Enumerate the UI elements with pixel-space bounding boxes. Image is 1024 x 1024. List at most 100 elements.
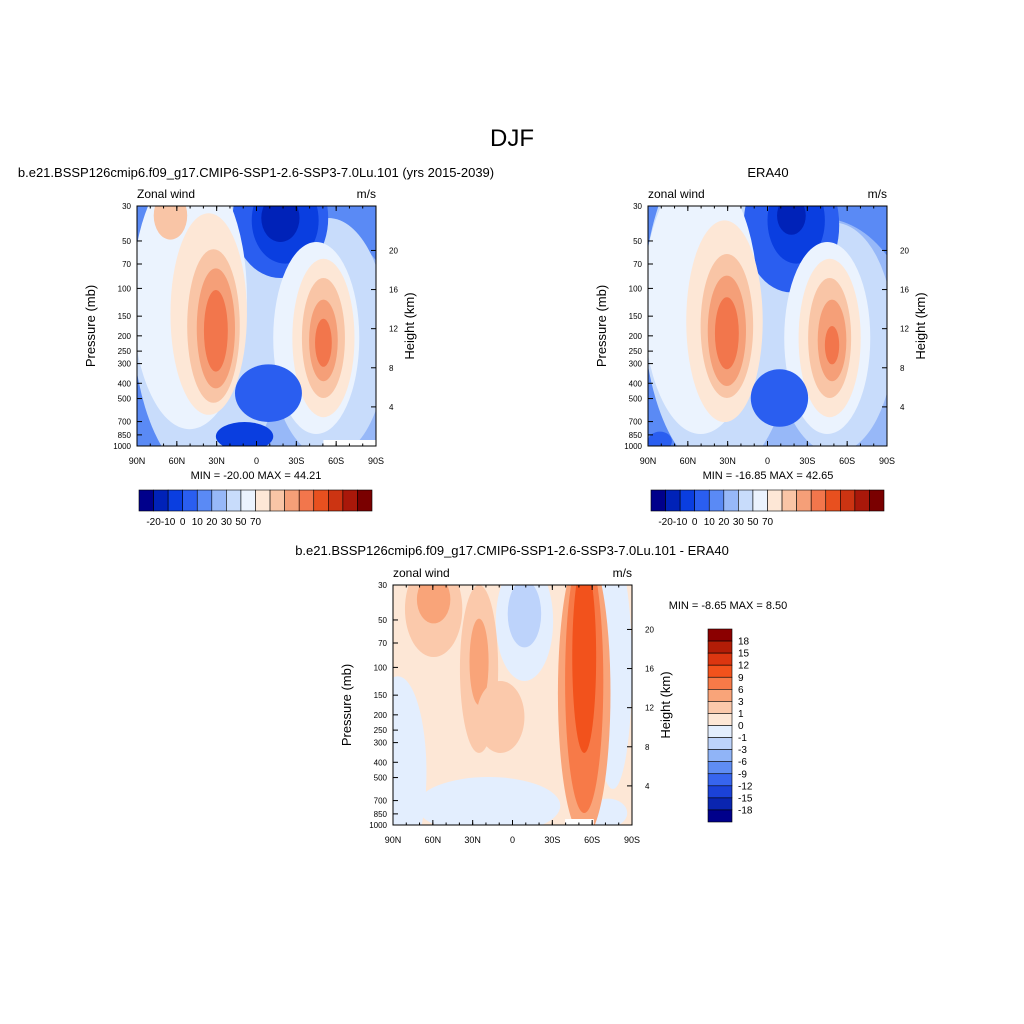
colorbar-box bbox=[707, 664, 733, 678]
colorbar-label: 50 bbox=[747, 517, 759, 528]
y2-tick-label: 12 bbox=[645, 704, 654, 713]
colorbar-box bbox=[781, 489, 797, 512]
y2-tick-label: 8 bbox=[389, 364, 394, 373]
x-tick-label: 90S bbox=[624, 835, 640, 845]
y2-tick-label: 8 bbox=[645, 743, 650, 752]
colorbar-box bbox=[357, 489, 373, 512]
y-tick-label: 400 bbox=[629, 379, 643, 388]
y-axis-label: Pressure (mb) bbox=[594, 285, 609, 367]
colorbar-label: 20 bbox=[206, 517, 218, 528]
y-tick-label: 100 bbox=[118, 284, 132, 293]
panel-title: b.e21.BSSP126cmip6.f09_g17.CMIP6-SSP1-2.… bbox=[18, 165, 494, 180]
y2-tick-label: 12 bbox=[900, 325, 909, 334]
y-tick-label: 400 bbox=[118, 379, 132, 388]
colorbar-box bbox=[313, 489, 329, 512]
colorbar-box bbox=[707, 785, 733, 799]
page-title: DJF bbox=[490, 125, 534, 152]
colorbar-label: 20 bbox=[718, 517, 730, 528]
panel-model: 90N 60N 30N 0 30S 60S 90S305070100150200250300… bbox=[18, 165, 494, 528]
x-tick-label: 30N bbox=[464, 835, 481, 845]
x-tick-label: 60N bbox=[425, 835, 442, 845]
contour-region bbox=[507, 585, 542, 648]
colorbar-box bbox=[810, 489, 827, 512]
stats-label: MIN = -8.65 MAX = 8.50 bbox=[669, 600, 788, 612]
contour-region bbox=[234, 364, 302, 423]
y-tick-label: 850 bbox=[374, 810, 388, 819]
colorbar-label: 6 bbox=[738, 685, 744, 696]
y2-axis-label: Height (km) bbox=[402, 292, 417, 359]
x-tick-label: 0 bbox=[765, 456, 770, 466]
colorbar-box bbox=[650, 489, 666, 512]
colorbar-box bbox=[707, 701, 733, 714]
y2-tick-label: 4 bbox=[389, 403, 394, 412]
colorbar-box bbox=[138, 489, 154, 512]
y-tick-label: 850 bbox=[118, 431, 132, 440]
colorbar-label: 1 bbox=[738, 709, 744, 720]
colorbar-box bbox=[665, 489, 681, 512]
y-tick-label: 250 bbox=[374, 726, 388, 735]
y-tick-label: 30 bbox=[122, 202, 131, 211]
x-tick-label: 90S bbox=[879, 456, 895, 466]
y-tick-label: 700 bbox=[629, 418, 643, 427]
colorbar-label: 18 bbox=[738, 637, 750, 648]
x-tick-label: 60S bbox=[839, 456, 855, 466]
stats-label: MIN = -20.00 MAX = 44.21 bbox=[191, 470, 322, 482]
contour-region bbox=[315, 318, 332, 367]
y-tick-label: 70 bbox=[122, 260, 131, 269]
colorbar-box bbox=[796, 489, 812, 512]
y2-tick-label: 4 bbox=[645, 782, 650, 791]
contour-field bbox=[648, 206, 887, 446]
colorbar-box bbox=[707, 725, 733, 738]
y-tick-label: 300 bbox=[374, 739, 388, 748]
y-tick-label: 200 bbox=[118, 332, 132, 341]
contour-region bbox=[572, 585, 597, 753]
colorbar-box bbox=[226, 489, 242, 512]
contour-region bbox=[476, 681, 525, 753]
colorbar-label: 30 bbox=[221, 517, 233, 528]
colorbar-box bbox=[707, 713, 733, 726]
colorbar-box bbox=[342, 489, 358, 512]
y-tick-label: 100 bbox=[629, 284, 643, 293]
colorbar-box bbox=[708, 489, 725, 512]
y-tick-label: 150 bbox=[374, 691, 388, 700]
colorbar-label: -12 bbox=[738, 781, 753, 792]
colorbar-box bbox=[255, 489, 271, 512]
right-string: m/s bbox=[357, 187, 376, 201]
y-tick-label: 100 bbox=[374, 663, 388, 672]
contour-region bbox=[393, 676, 427, 825]
y-tick-label: 700 bbox=[374, 797, 388, 806]
y-tick-label: 70 bbox=[378, 639, 387, 648]
y-tick-label: 500 bbox=[118, 395, 132, 404]
y-tick-label: 50 bbox=[122, 237, 131, 246]
colorbar-box bbox=[707, 689, 733, 702]
colorbar-label: -10 bbox=[161, 517, 176, 528]
colorbar-box bbox=[854, 489, 870, 512]
colorbar-label: 9 bbox=[738, 673, 744, 684]
missing-data bbox=[323, 440, 376, 446]
colorbar-box bbox=[240, 489, 256, 512]
y2-tick-label: 20 bbox=[900, 246, 909, 255]
colorbar-label: 70 bbox=[250, 517, 262, 528]
y2-tick-label: 12 bbox=[389, 325, 398, 334]
colorbar-box bbox=[707, 676, 733, 690]
colorbar-label: -18 bbox=[738, 805, 753, 816]
x-tick-label: 30N bbox=[719, 456, 736, 466]
colorbar-label: 15 bbox=[738, 649, 750, 660]
colorbar-label: 70 bbox=[762, 517, 774, 528]
right-string: m/s bbox=[868, 187, 887, 201]
y-tick-label: 50 bbox=[633, 237, 642, 246]
y-tick-label: 300 bbox=[118, 360, 132, 369]
colorbar-box bbox=[707, 737, 733, 750]
y-tick-label: 200 bbox=[374, 711, 388, 720]
colorbar-box bbox=[840, 489, 856, 512]
y-axis-label: Pressure (mb) bbox=[83, 285, 98, 367]
y-tick-label: 850 bbox=[629, 431, 643, 440]
colorbar-label: 10 bbox=[704, 517, 716, 528]
colorbar-label: -1 bbox=[738, 733, 747, 744]
contour-region bbox=[777, 206, 806, 235]
left-string: Zonal wind bbox=[137, 187, 195, 201]
y2-tick-label: 20 bbox=[645, 625, 654, 634]
contour-region bbox=[215, 422, 274, 446]
colorbar-box bbox=[284, 489, 300, 512]
contour-region bbox=[153, 206, 188, 240]
